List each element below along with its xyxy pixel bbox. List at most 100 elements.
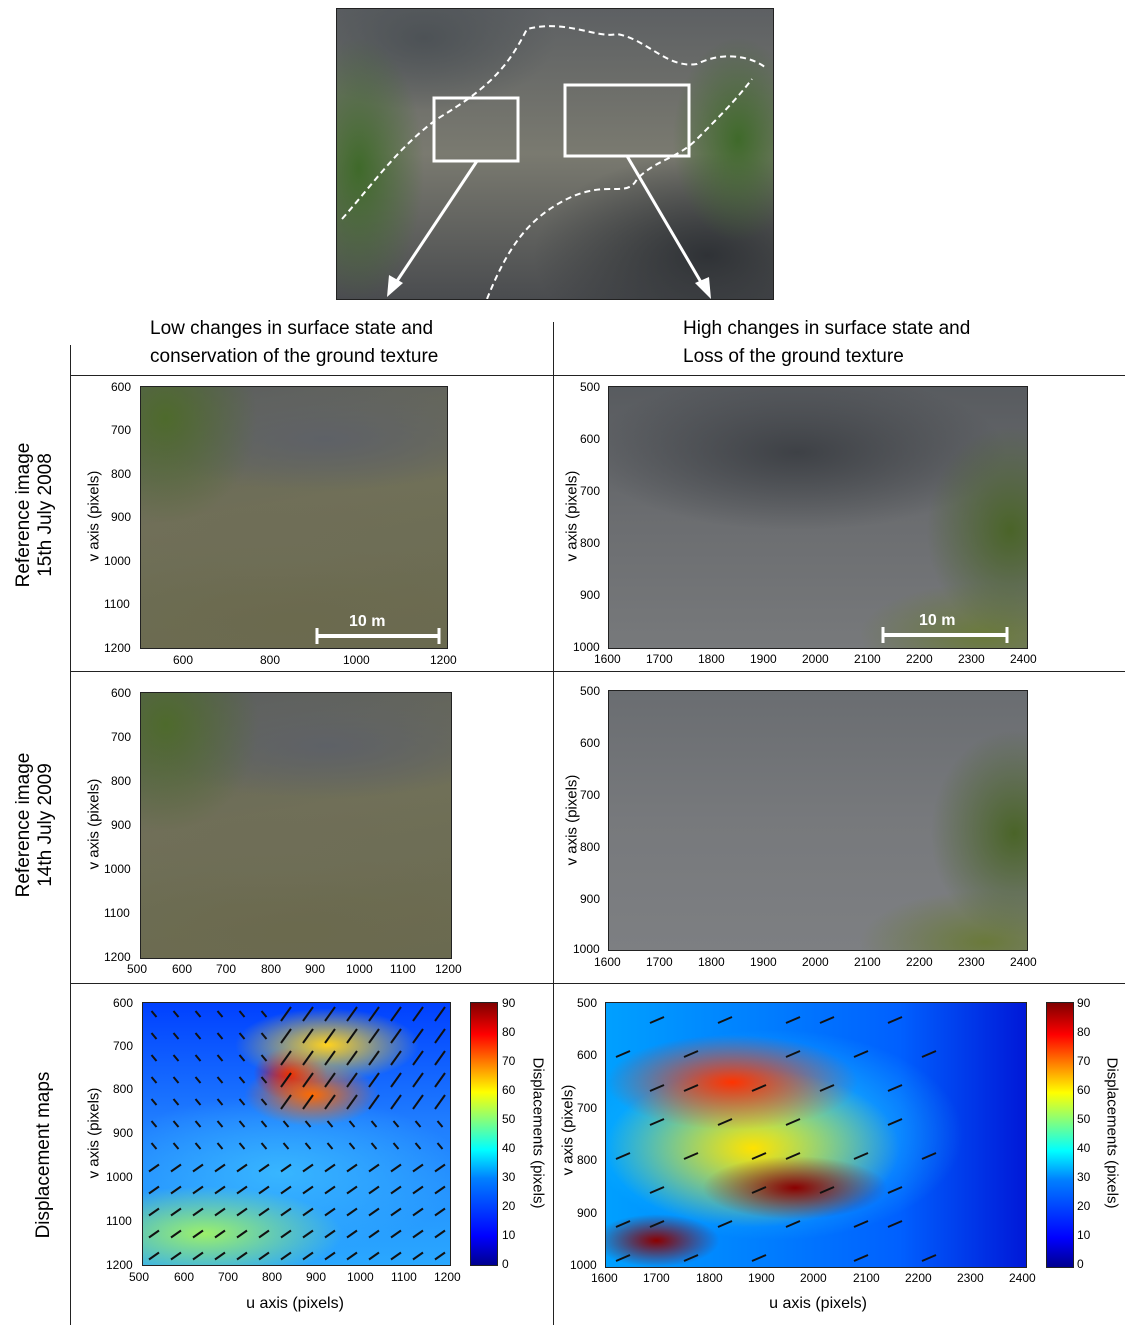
- displacement-vector: [172, 1076, 180, 1084]
- displacement-vector: [434, 1163, 446, 1173]
- displacement-vector: [214, 1163, 226, 1173]
- grid-line-row1: [70, 375, 1125, 376]
- displacement-vector: [921, 1050, 937, 1058]
- ytick: 500: [577, 996, 598, 1010]
- cbar-tick: 20: [1077, 1199, 1091, 1213]
- displacement-vector: [260, 1142, 268, 1150]
- xtick: 1800: [698, 955, 725, 969]
- displacement-vector: [649, 1016, 665, 1024]
- displacement-vector: [887, 1016, 903, 1024]
- cbar-tick: 60: [1077, 1083, 1091, 1097]
- xtick: 800: [261, 962, 282, 976]
- ylabel-r1-right: v axis (pixels): [563, 470, 581, 562]
- displacement-vector: [434, 1028, 446, 1044]
- xtick: 500: [129, 1270, 150, 1284]
- ytick: 500: [580, 380, 601, 394]
- ytick: 900: [111, 510, 132, 524]
- displacement-vector: [216, 1120, 224, 1128]
- displacement-vector: [346, 1006, 358, 1022]
- displacement-vector: [412, 1006, 424, 1022]
- displacement-vector: [390, 1207, 402, 1217]
- xtick: 600: [173, 653, 194, 667]
- displacement-vector: [260, 1054, 268, 1062]
- xtick: 600: [172, 962, 193, 976]
- colorbar-left-label: Displacements (pixels): [529, 1057, 547, 1209]
- displacement-vector: [170, 1163, 182, 1173]
- displacement-vector: [412, 1185, 424, 1195]
- grid-line-center: [553, 322, 554, 1325]
- xtick: 1200: [435, 962, 462, 976]
- ytick: 700: [111, 423, 132, 437]
- displacement-vector: [148, 1229, 160, 1239]
- displacement-vector: [148, 1251, 160, 1261]
- xtick: 1600: [591, 1271, 618, 1285]
- xtick: 1200: [434, 1270, 461, 1284]
- displacement-vector: [150, 1010, 158, 1018]
- displacement-vector: [887, 1084, 903, 1092]
- overview-photo: [336, 8, 774, 300]
- displacement-vector: [412, 1207, 424, 1217]
- ytick: 700: [580, 788, 601, 802]
- xtick: 800: [262, 1270, 283, 1284]
- displacement-vector: [260, 1120, 268, 1128]
- displacement-vector: [346, 1072, 358, 1088]
- xtick: 2400: [1010, 955, 1037, 969]
- displacement-vector: [302, 1185, 314, 1195]
- header-right: High changes in surface state and Loss o…: [683, 315, 970, 371]
- displacement-vector: [302, 1072, 314, 1088]
- displacement-vector: [302, 1006, 314, 1022]
- displacement-vector: [368, 1028, 380, 1044]
- displacement-vector: [324, 1207, 336, 1217]
- displacement-vector: [238, 1054, 246, 1062]
- ytick: 1000: [104, 554, 131, 568]
- cbar-tick: 70: [502, 1054, 516, 1068]
- displacement-vector: [390, 1229, 402, 1239]
- ytick: 800: [580, 840, 601, 854]
- displacement-vector: [148, 1163, 160, 1173]
- displacement-vector: [434, 1229, 446, 1239]
- displacement-vector: [214, 1185, 226, 1195]
- displacement-vector: [436, 1120, 444, 1128]
- xtick: 2400: [1010, 652, 1037, 666]
- displacement-vector: [683, 1050, 699, 1058]
- displacement-vector: [150, 1098, 158, 1106]
- header-left-line2: conservation of the ground texture: [150, 346, 439, 367]
- xtick: 1900: [748, 1271, 775, 1285]
- landslide-boundary-dashed: [341, 25, 768, 299]
- displacement-vector: [194, 1032, 202, 1040]
- displacement-vector: [412, 1229, 424, 1239]
- cbar-tick: 0: [1077, 1257, 1084, 1271]
- cbar-tick: 70: [1077, 1054, 1091, 1068]
- displacement-vector: [238, 1120, 246, 1128]
- ytick: 600: [580, 736, 601, 750]
- displacement-vector: [649, 1186, 665, 1194]
- cbar-tick: 50: [502, 1112, 516, 1126]
- displacement-vector: [324, 1028, 336, 1044]
- displacement-vector: [370, 1142, 378, 1150]
- displacement-vector: [683, 1084, 699, 1092]
- xtick: 1200: [430, 653, 457, 667]
- ytick: 600: [111, 380, 132, 394]
- displacement-vector: [346, 1207, 358, 1217]
- displacement-vector: [194, 1142, 202, 1150]
- xtick: 700: [218, 1270, 239, 1284]
- overview-annotations: [341, 25, 768, 299]
- displacement-vector: [390, 1163, 402, 1173]
- displacement-vector: [150, 1142, 158, 1150]
- displacement-vector: [280, 1050, 292, 1066]
- photo-2009-high-change: [608, 690, 1028, 951]
- displacement-vector: [392, 1120, 400, 1128]
- ytick: 1100: [104, 597, 130, 611]
- displacement-vector: [887, 1118, 903, 1126]
- displacement-vector: [368, 1229, 380, 1239]
- displacement-vector: [390, 1006, 402, 1022]
- displacement-vector: [370, 1120, 378, 1128]
- displacement-vector: [302, 1163, 314, 1173]
- displacement-vector: [150, 1120, 158, 1128]
- ytick: 800: [580, 536, 601, 550]
- displacement-vector: [390, 1185, 402, 1195]
- displacement-vector: [921, 1152, 937, 1160]
- xtick: 800: [260, 653, 281, 667]
- displacement-vector: [785, 1152, 801, 1160]
- vector-field-left: [148, 1006, 446, 1261]
